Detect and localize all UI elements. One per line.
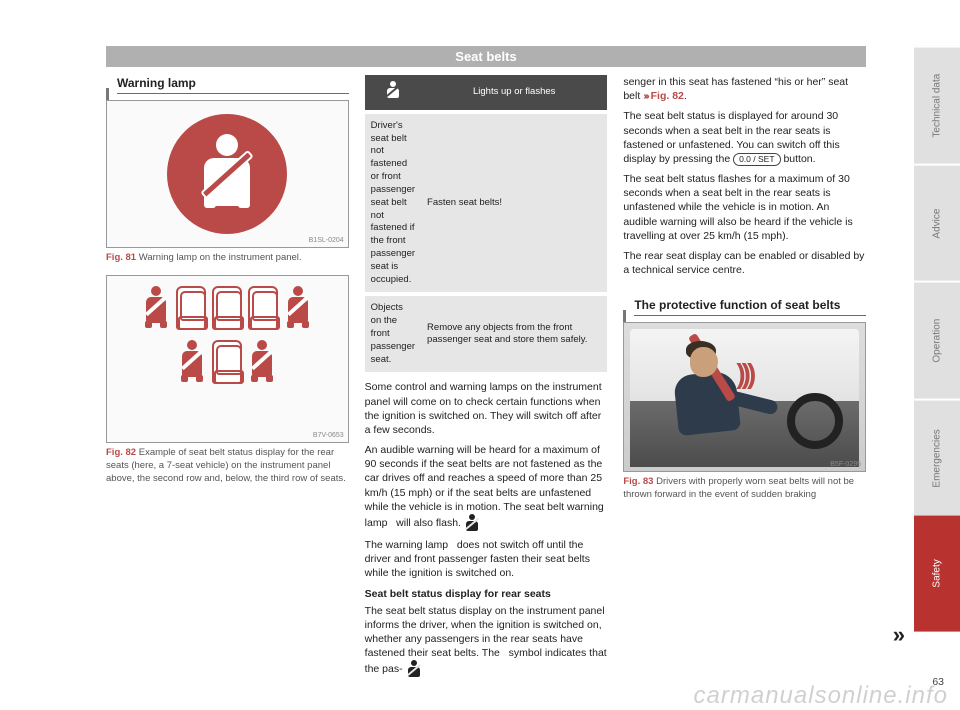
watermark: carmanualsonline.info: [694, 682, 948, 710]
section-title-warning-lamp: Warning lamp: [117, 75, 349, 94]
continuation-mark: »: [893, 622, 905, 648]
paragraph: The warning lamp does not switch off unt…: [365, 538, 608, 581]
figure-82-text: Example of seat belt status display for …: [106, 447, 346, 484]
section-title-protective-function: The protective function of seat belts: [634, 297, 866, 316]
figure-81-code: B1SL-0204: [309, 236, 344, 245]
table-cell-right: Fasten seat belts!: [421, 112, 607, 295]
motion-lines-icon: ))): [736, 355, 752, 393]
table-head-icon: [365, 75, 421, 112]
table-head-label: Lights up or flashes: [421, 75, 607, 112]
figure-82-num: Fig. 82: [106, 447, 136, 458]
table-row: Objects on the front passenger seat. Rem…: [365, 294, 608, 372]
seatbelt-icon: [464, 514, 480, 532]
fig82-row2: [115, 338, 340, 384]
paragraph: The rear seat display can be enabled or …: [623, 249, 866, 277]
tab-operation[interactable]: Operation: [914, 281, 960, 399]
figure-81-text: Warning lamp on the instrument panel.: [139, 252, 302, 263]
page-header: Seat belts: [106, 46, 866, 67]
paragraph-text: button.: [783, 153, 815, 165]
table-cell-left: Objects on the front passenger seat.: [365, 294, 421, 372]
paragraph: The seat belt status flashes for a maxim…: [623, 172, 866, 243]
warning-table: Lights up or flashes Driver's seat belt …: [365, 75, 608, 372]
tab-safety[interactable]: Safety: [914, 516, 960, 632]
seatbelt-person-icon: [248, 338, 276, 384]
paragraph-text: An audible warning will be heard for a m…: [365, 444, 604, 529]
seatbelt-person-icon: [284, 284, 312, 330]
seatbelt-icon: [406, 660, 422, 678]
figure-82-code: B7V-0653: [313, 431, 344, 440]
seat-icon: [212, 286, 242, 330]
section-title-wrap: Warning lamp: [106, 75, 349, 100]
figure-83-caption: Fig. 83 Drivers with properly worn seat …: [623, 476, 866, 502]
column-1: Warning lamp B1SL-0204 Fig. 81 Warning l…: [106, 75, 349, 684]
paragraph-text: The seat belt status display on the inst…: [365, 605, 607, 675]
figure-83-num: Fig. 83: [623, 476, 653, 487]
seat-icon: [248, 286, 278, 330]
table-cell-left: Driver's seat belt not fastened or front…: [365, 112, 421, 295]
section-title-wrap: The protective function of seat belts: [623, 297, 866, 322]
seatbelt-icon: [385, 81, 401, 99]
table-cell-right: Remove any objects from the front passen…: [421, 294, 607, 372]
fig82-row1: [115, 284, 340, 330]
seatbelt-person-icon: [178, 338, 206, 384]
seat-icon: [212, 340, 242, 384]
figure-83-code: B5F-0295: [830, 460, 861, 469]
paragraph: senger in this seat has fastened “his or…: [623, 75, 866, 103]
tab-emergencies[interactable]: Emergencies: [914, 399, 960, 517]
tab-technical-data[interactable]: Technical data: [914, 46, 960, 164]
paragraph: An audible warning will be heard for a m…: [365, 443, 608, 532]
set-button-label: 0.0 / SET: [733, 153, 780, 166]
seatbelt-person-icon: [197, 134, 257, 214]
manual-page: Seat belts Warning lamp B1SL-0204 Fig. 8…: [106, 46, 866, 631]
seatbelt-warning-circle: [167, 114, 287, 234]
column-3: senger in this seat has fastened “his or…: [623, 75, 866, 684]
paragraph: The seat belt status display on the inst…: [365, 604, 608, 679]
paragraph: The seat belt status is displayed for ar…: [623, 109, 866, 166]
seatbelt-person-icon: [142, 284, 170, 330]
reference-chevron-icon: ›››: [643, 90, 648, 102]
figure-reference: Fig. 82: [651, 90, 684, 102]
paragraph-text: The warning lamp does not switch off unt…: [365, 539, 590, 579]
figure-83: ))) B5F-0295: [623, 322, 866, 472]
figure-81-num: Fig. 81: [106, 252, 136, 263]
side-tabs: Technical data Advice Operation Emergenc…: [914, 46, 960, 632]
table-row: Driver's seat belt not fastened or front…: [365, 112, 608, 295]
tab-advice[interactable]: Advice: [914, 164, 960, 282]
seat-icon: [176, 286, 206, 330]
figure-81: B1SL-0204: [106, 100, 349, 248]
figure-81-caption: Fig. 81 Warning lamp on the instrument p…: [106, 252, 349, 265]
paragraph: Some control and warning lamps on the in…: [365, 380, 608, 437]
figure-83-text: Drivers with properly worn seat belts wi…: [623, 476, 854, 500]
column-2: Lights up or flashes Driver's seat belt …: [365, 75, 608, 684]
figure-82-caption: Fig. 82 Example of seat belt status disp…: [106, 447, 349, 485]
columns: Warning lamp B1SL-0204 Fig. 81 Warning l…: [106, 75, 866, 684]
subheading-rear-seats: Seat belt status display for rear seats: [365, 587, 608, 601]
paragraph-text: .: [684, 90, 687, 102]
figure-82: B7V-0653: [106, 275, 349, 443]
